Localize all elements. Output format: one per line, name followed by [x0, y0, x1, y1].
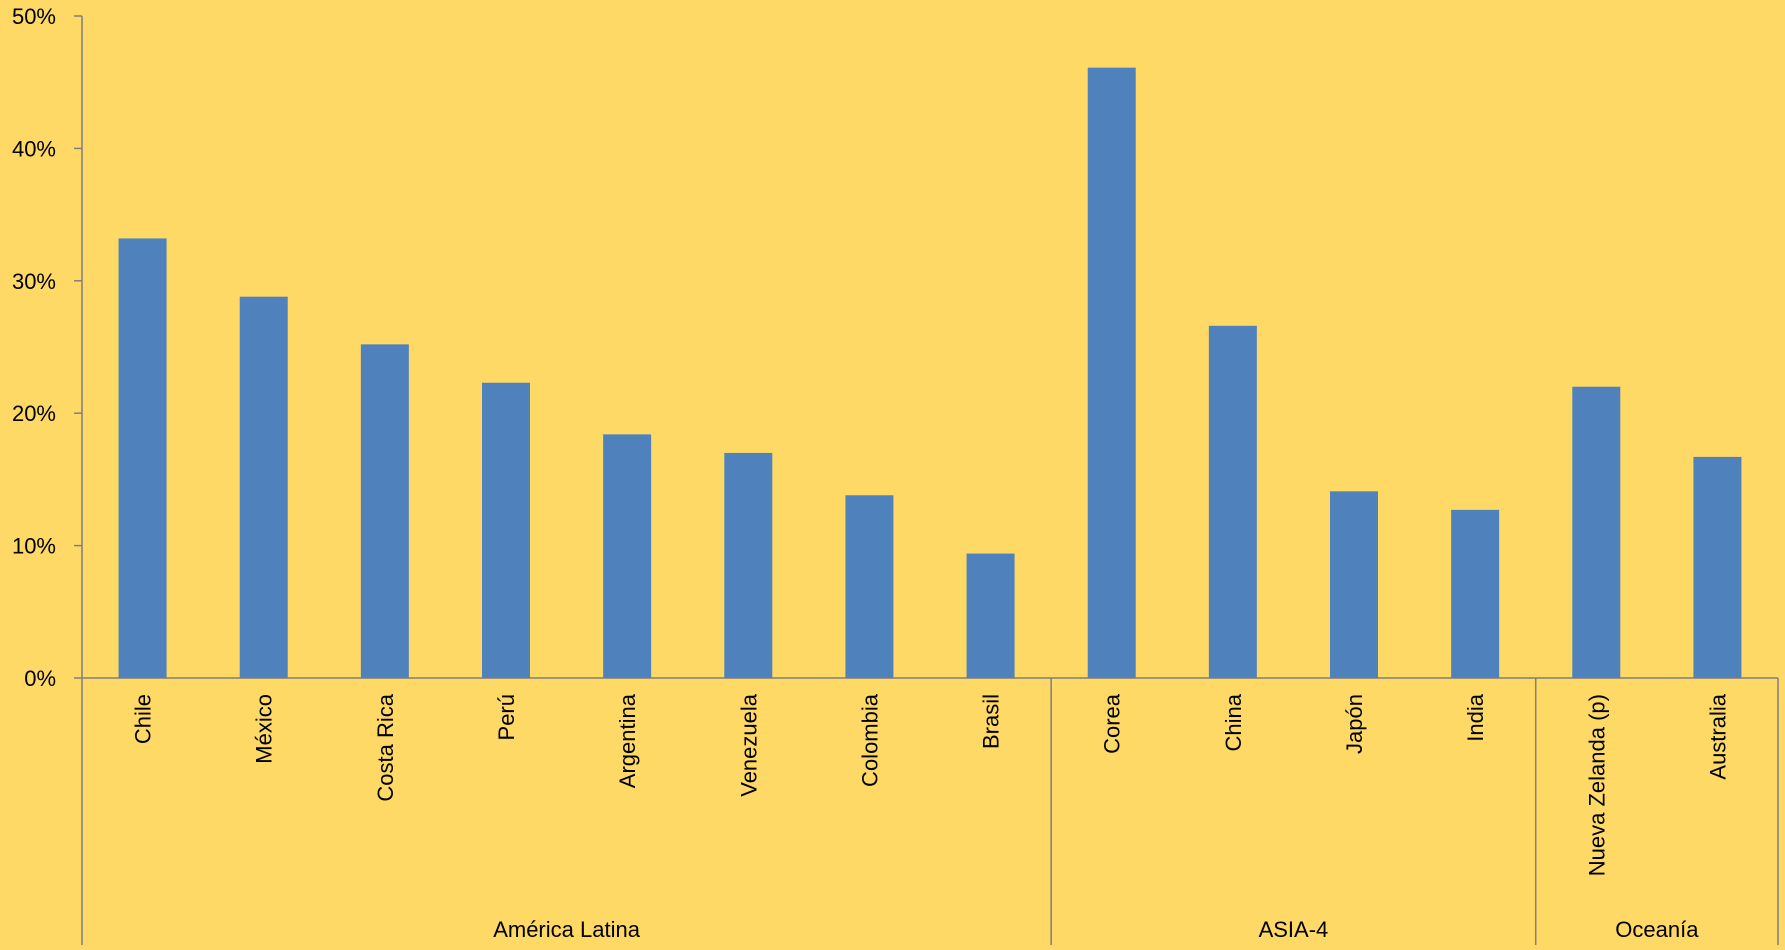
category-label: Brasil [979, 694, 1004, 749]
bar-china [1208, 325, 1257, 678]
group-label: Oceanía [1615, 917, 1699, 942]
bars [118, 67, 1742, 679]
bar-jap-n [1330, 491, 1378, 678]
category-label: Argentina [615, 693, 640, 788]
category-label: India [1463, 693, 1488, 741]
y-tick-label: 10% [12, 534, 56, 559]
y-axis: 0% 10% 20% 30% 40% 50% [12, 4, 83, 945]
category-label: Japón [1342, 694, 1367, 754]
y-tick-label: 40% [12, 136, 56, 161]
group-label: ASIA-4 [1259, 917, 1329, 942]
category-label: Venezuela [736, 693, 761, 797]
bar-nueva-zelanda-p- [1572, 386, 1621, 678]
category-label: Australia [1705, 693, 1730, 779]
bar-chile [118, 238, 167, 678]
y-tick-label: 50% [12, 4, 56, 29]
category-label: Chile [131, 694, 156, 744]
bar-colombia [845, 495, 894, 678]
y-tick-label: 0% [24, 666, 56, 691]
category-labels: Chile México Costa Rica Perú Argentina Venezu… [131, 693, 1731, 876]
category-label: Costa Rica [373, 693, 398, 801]
category-label: Nueva Zelanda (p) [1584, 694, 1609, 876]
category-label: China [1221, 693, 1246, 751]
category-label: Corea [1100, 693, 1125, 754]
y-tick-label: 30% [12, 269, 56, 294]
bar-australia [1693, 456, 1742, 678]
bar-m-xico [239, 296, 288, 678]
bar-india [1451, 509, 1500, 678]
bar-costa-rica [360, 344, 409, 678]
bar-argentina [603, 434, 652, 678]
bar-venezuela [724, 452, 773, 678]
category-label: Colombia [857, 693, 882, 787]
x-axis [82, 677, 1779, 945]
bar-per- [482, 382, 530, 678]
category-label: México [252, 694, 277, 764]
bar-brasil [966, 553, 1015, 678]
y-tick-label: 20% [12, 401, 56, 426]
category-label: Perú [494, 694, 519, 740]
bar-corea [1087, 67, 1136, 679]
group-label: América Latina [493, 917, 641, 942]
group-labels: América Latina ASIA-4 Oceanía [493, 917, 1699, 942]
